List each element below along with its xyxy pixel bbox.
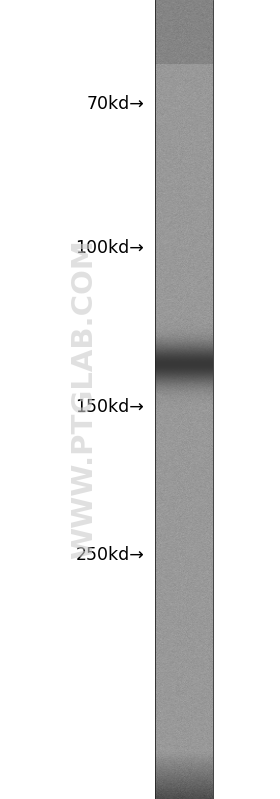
Text: 150kd→: 150kd→ xyxy=(75,399,144,416)
Text: WWW.PTGLAB.COM: WWW.PTGLAB.COM xyxy=(70,240,98,559)
Text: 100kd→: 100kd→ xyxy=(75,239,144,256)
Text: 250kd→: 250kd→ xyxy=(75,547,144,564)
Text: 70kd→: 70kd→ xyxy=(87,95,144,113)
